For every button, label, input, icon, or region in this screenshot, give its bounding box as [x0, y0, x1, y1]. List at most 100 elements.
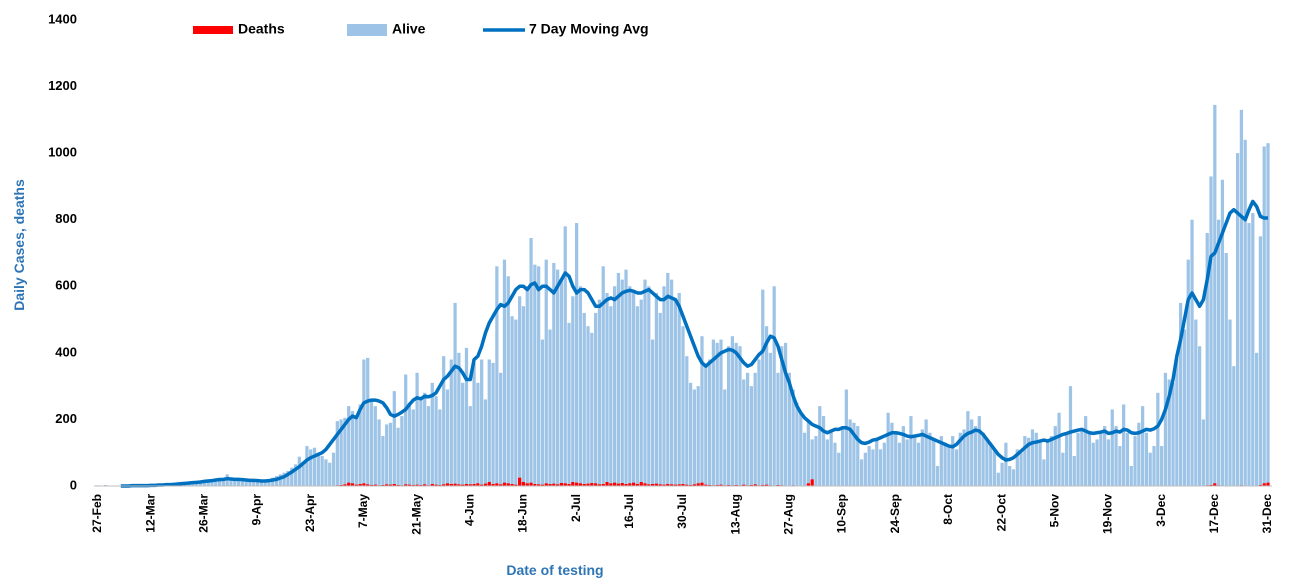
bar: [434, 484, 438, 486]
bar: [248, 481, 252, 486]
bar: [1262, 483, 1266, 486]
bar: [1122, 404, 1126, 486]
bar: [320, 456, 324, 486]
bar: [240, 478, 244, 486]
bar: [632, 482, 636, 486]
bar: [643, 483, 647, 486]
bar: [821, 416, 826, 486]
bar: [480, 359, 484, 486]
bar: [521, 482, 526, 486]
x-tick-label: 21-May: [409, 494, 423, 535]
bar: [825, 439, 829, 486]
bar: [301, 462, 305, 486]
bar: [495, 266, 499, 486]
bar: [552, 262, 556, 486]
bar: [685, 484, 689, 486]
bar: [1106, 439, 1111, 486]
bar: [366, 484, 370, 486]
bar: [700, 336, 704, 486]
bar: [639, 299, 643, 486]
bar: [582, 312, 586, 486]
bar: [632, 292, 636, 486]
bar: [1103, 426, 1107, 486]
bar: [905, 439, 909, 486]
y-tick-label: 1000: [48, 145, 77, 160]
y-tick-label: 600: [55, 278, 77, 293]
bar: [601, 266, 605, 486]
x-tick-label: 3-Dec: [1154, 494, 1168, 527]
bar: [461, 382, 465, 486]
bar: [1137, 422, 1141, 486]
legend-label: Deaths: [238, 21, 285, 37]
bar: [882, 442, 886, 486]
bar: [502, 482, 507, 486]
bar: [947, 446, 951, 486]
bar: [1144, 432, 1149, 486]
bar: [700, 482, 704, 486]
bar: [753, 372, 757, 486]
bar: [540, 484, 545, 486]
bar: [1084, 416, 1088, 486]
bar: [787, 372, 791, 486]
bar: [278, 474, 282, 486]
bar: [214, 478, 218, 486]
bar: [909, 416, 913, 486]
bar: [650, 484, 655, 486]
bar: [521, 306, 526, 486]
bar: [840, 426, 845, 486]
bar: [768, 352, 772, 486]
bar: [913, 436, 917, 486]
bar: [761, 289, 765, 486]
bar: [518, 477, 522, 486]
bar: [582, 484, 586, 486]
bar: [518, 296, 522, 486]
bar: [1004, 442, 1008, 486]
bar: [487, 482, 491, 486]
bar: [419, 399, 423, 486]
bar: [1027, 437, 1031, 486]
bar: [586, 326, 590, 486]
bar: [745, 372, 750, 486]
bar: [1258, 236, 1263, 486]
bar: [1232, 366, 1236, 486]
bar: [354, 484, 358, 486]
bar: [537, 266, 541, 486]
bar: [1201, 419, 1206, 486]
bar: [514, 319, 518, 486]
bar: [567, 484, 571, 486]
bar: [1091, 442, 1095, 486]
bar: [1160, 446, 1164, 486]
bar: [639, 482, 643, 486]
bar: [404, 484, 408, 486]
bar: [871, 449, 875, 486]
bar: [590, 483, 594, 486]
bar: [1011, 469, 1016, 486]
bar: [810, 479, 814, 486]
bar: [814, 436, 818, 486]
x-tick-label: 13-Aug: [728, 494, 742, 535]
bar: [537, 484, 541, 486]
bar: [438, 409, 442, 486]
bar: [757, 359, 761, 486]
bar: [954, 449, 959, 486]
bar: [799, 412, 803, 486]
bar: [461, 484, 465, 486]
bar: [1110, 409, 1114, 486]
bar: [491, 362, 495, 486]
bar: [407, 402, 412, 486]
bar: [1114, 426, 1118, 486]
bar: [829, 429, 833, 486]
bar: [628, 483, 632, 486]
bar: [996, 472, 1000, 486]
bar: [453, 302, 457, 486]
bar: [590, 332, 594, 486]
bar: [1030, 429, 1035, 486]
bar: [556, 484, 560, 486]
bar: [981, 432, 985, 486]
bar: [305, 446, 309, 486]
bar: [605, 292, 609, 486]
bar: [1251, 213, 1255, 487]
bar: [483, 483, 488, 486]
bar: [749, 386, 753, 486]
